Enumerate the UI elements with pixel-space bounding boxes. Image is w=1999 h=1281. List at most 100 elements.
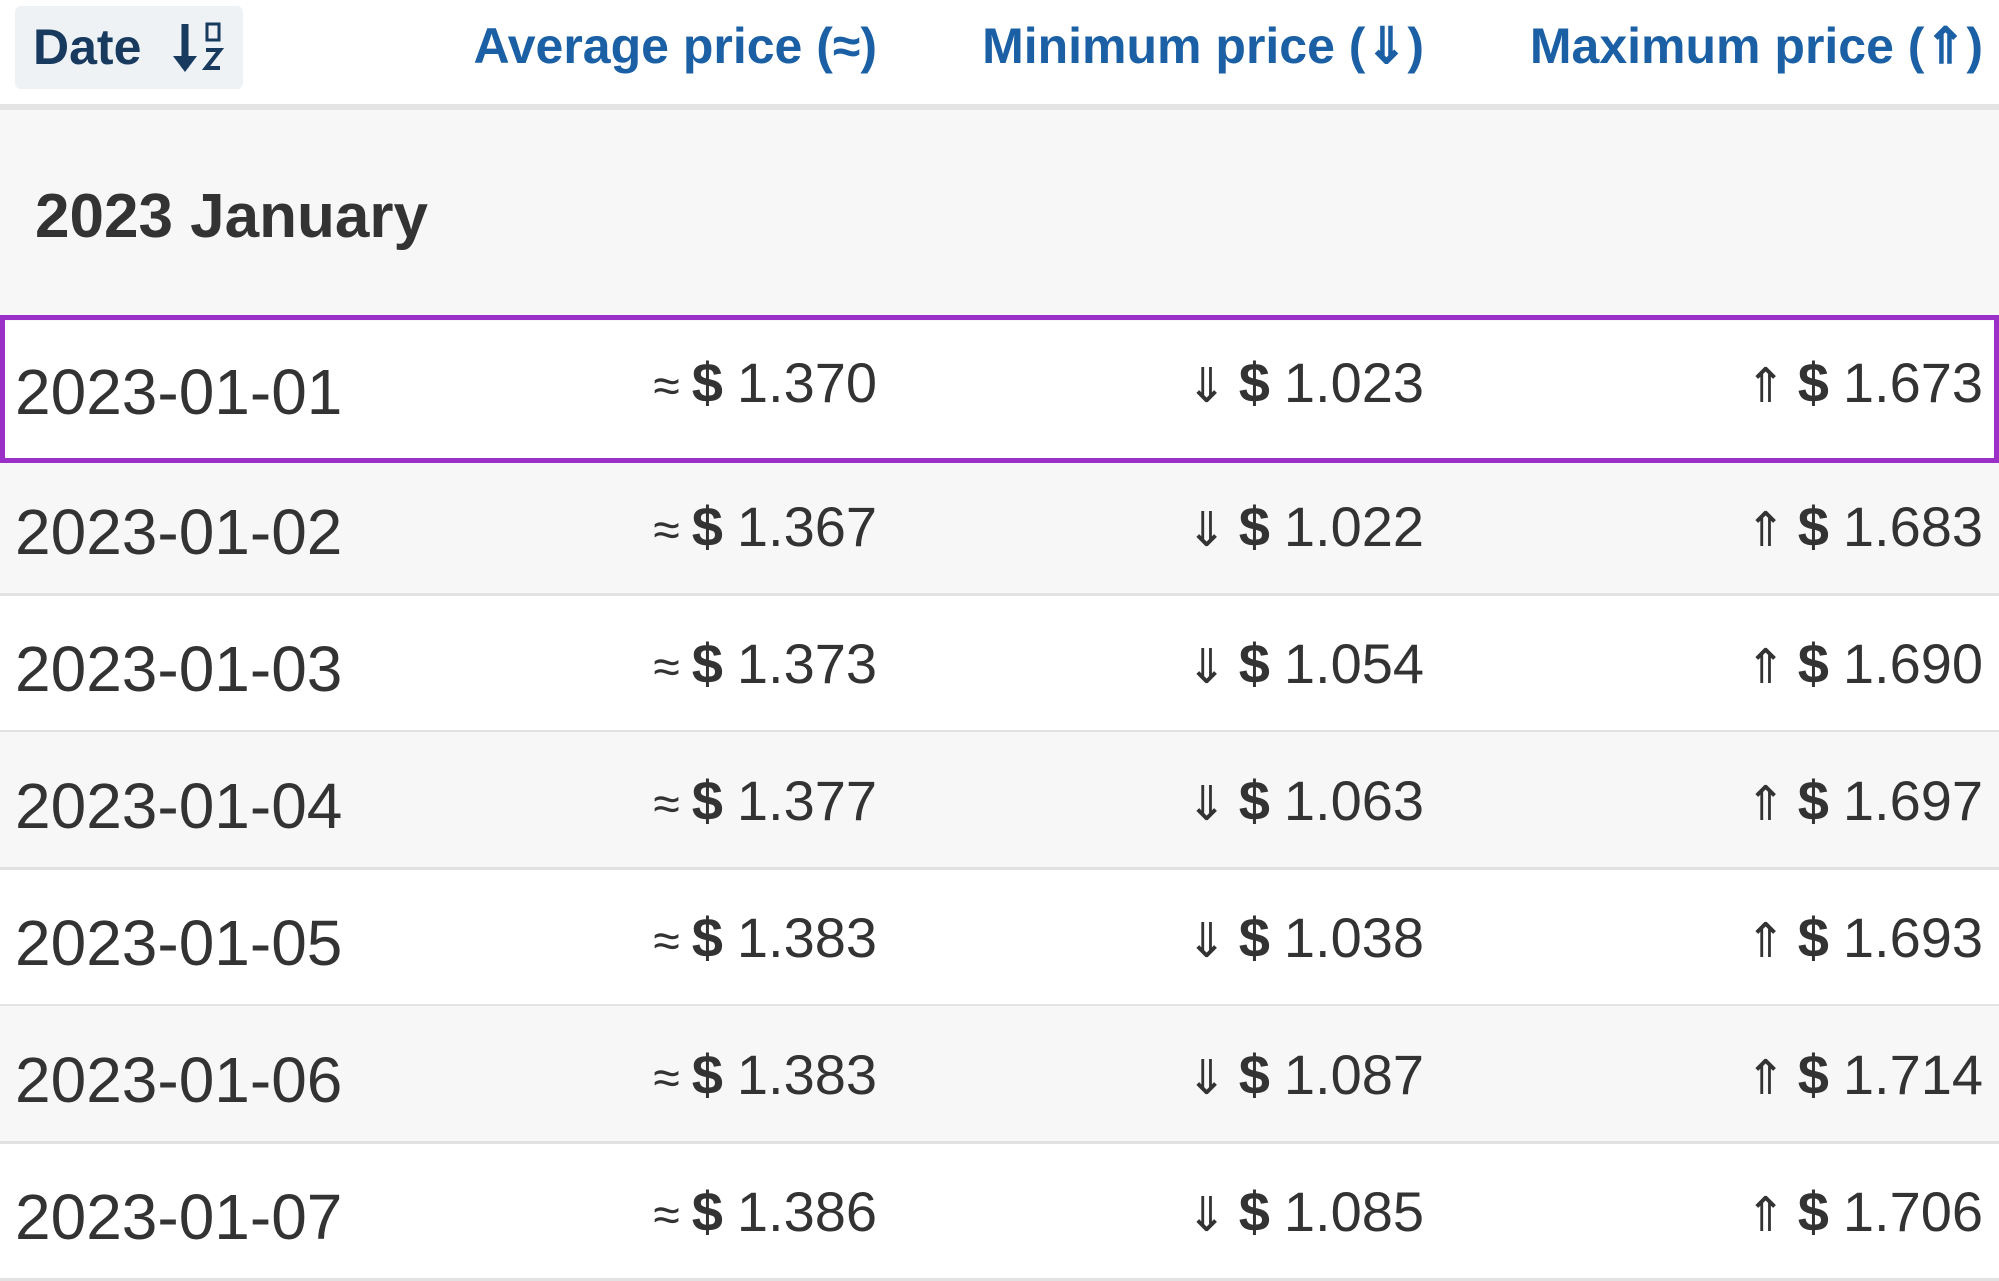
date-cell: 2023-01-06 xyxy=(15,1044,343,1116)
currency: $ xyxy=(1238,351,1270,414)
date-cell: 2023-01-07 xyxy=(15,1181,343,1253)
price-symbol: ⇑ xyxy=(1745,915,1786,968)
price-symbol: ⇓ xyxy=(1186,1189,1227,1242)
header-average[interactable]: Average price (≈) xyxy=(473,18,877,74)
table-header: Date Average price (≈) Minimum price (⇓)… xyxy=(0,0,1999,110)
price: 1.673 xyxy=(1842,351,1983,414)
price-symbol: ⇑ xyxy=(1745,360,1786,413)
currency: $ xyxy=(1797,351,1829,414)
currency: $ xyxy=(1238,769,1270,832)
sort-icon xyxy=(173,22,225,72)
price: 1.683 xyxy=(1842,495,1983,558)
max-cell: ⇑ $1.693 xyxy=(1745,903,1983,977)
max-cell: ⇑ $1.683 xyxy=(1745,492,1983,566)
price-symbol: ⇑ xyxy=(1745,504,1786,557)
currency: $ xyxy=(1238,1043,1270,1106)
price: 1.038 xyxy=(1283,906,1424,969)
min-cell: ⇓ $1.038 xyxy=(1186,903,1424,977)
price-symbol: ⇑ xyxy=(1745,641,1786,694)
price-symbol: ⇓ xyxy=(1186,360,1227,413)
price: 1.377 xyxy=(736,769,877,832)
date-cell: 2023-01-02 xyxy=(15,496,343,568)
price: 1.383 xyxy=(736,906,877,969)
price: 1.022 xyxy=(1283,495,1424,558)
price-symbol: ⇑ xyxy=(1745,1189,1786,1242)
table-row: 2023-01-07 ≈ $1.386 ⇓ $1.085 ⇑ $1.706 xyxy=(0,1143,1999,1281)
price-symbol: ≈ xyxy=(653,915,680,968)
header-minimum[interactable]: Minimum price (⇓) xyxy=(982,18,1424,74)
currency: $ xyxy=(691,632,723,695)
avg-cell: ≈ $1.383 xyxy=(653,1040,877,1114)
price-symbol: ≈ xyxy=(653,360,680,413)
price-symbol: ≈ xyxy=(653,641,680,694)
currency: $ xyxy=(691,1180,723,1243)
currency: $ xyxy=(1238,495,1270,558)
table-row: 2023-01-04 ≈ $1.377 ⇓ $1.063 ⇑ $1.697 xyxy=(0,732,1999,870)
currency: $ xyxy=(1238,632,1270,695)
price: 1.706 xyxy=(1842,1180,1983,1243)
price: 1.370 xyxy=(736,351,877,414)
max-cell: ⇑ $1.690 xyxy=(1745,629,1983,703)
max-cell: ⇑ $1.706 xyxy=(1745,1177,1983,1251)
price: 1.697 xyxy=(1842,769,1983,832)
currency: $ xyxy=(1238,906,1270,969)
currency: $ xyxy=(691,906,723,969)
currency: $ xyxy=(1797,769,1829,832)
header-maximum[interactable]: Maximum price (⇑) xyxy=(1529,18,1983,74)
date-sort-button[interactable]: Date xyxy=(15,6,243,89)
price-symbol: ≈ xyxy=(653,504,680,557)
table-row: 2023-01-03 ≈ $1.373 ⇓ $1.054 ⇑ $1.690 xyxy=(0,595,1999,733)
date-cell: 2023-01-03 xyxy=(15,633,343,705)
avg-cell: ≈ $1.377 xyxy=(653,766,877,840)
price-symbol: ≈ xyxy=(653,1189,680,1242)
currency: $ xyxy=(691,1043,723,1106)
max-cell: ⇑ $1.673 xyxy=(1745,348,1983,422)
price-symbol: ≈ xyxy=(653,1052,680,1105)
currency: $ xyxy=(1238,1180,1270,1243)
min-cell: ⇓ $1.023 xyxy=(1186,348,1424,422)
max-cell: ⇑ $1.697 xyxy=(1745,766,1983,840)
price: 1.693 xyxy=(1842,906,1983,969)
price: 1.087 xyxy=(1283,1043,1424,1106)
currency: $ xyxy=(691,351,723,414)
price: 1.054 xyxy=(1283,632,1424,695)
price: 1.373 xyxy=(736,632,877,695)
avg-cell: ≈ $1.367 xyxy=(653,492,877,566)
price-symbol: ≈ xyxy=(653,778,680,831)
min-cell: ⇓ $1.085 xyxy=(1186,1177,1424,1251)
group-title: 2023 January xyxy=(35,182,428,251)
price-symbol: ⇑ xyxy=(1745,778,1786,831)
currency: $ xyxy=(691,769,723,832)
avg-cell: ≈ $1.373 xyxy=(653,629,877,703)
table-row: 2023-01-01 ≈ $1.370 ⇓ $1.023 ⇑ $1.673 xyxy=(0,315,1999,463)
max-cell: ⇑ $1.714 xyxy=(1745,1040,1983,1114)
currency: $ xyxy=(1797,495,1829,558)
price-symbol: ⇓ xyxy=(1186,641,1227,694)
price: 1.063 xyxy=(1283,769,1424,832)
price: 1.690 xyxy=(1842,632,1983,695)
price-symbol: ⇑ xyxy=(1745,1052,1786,1105)
price: 1.383 xyxy=(736,1043,877,1106)
price-symbol: ⇓ xyxy=(1186,504,1227,557)
min-cell: ⇓ $1.022 xyxy=(1186,492,1424,566)
min-cell: ⇓ $1.063 xyxy=(1186,766,1424,840)
avg-cell: ≈ $1.383 xyxy=(653,903,877,977)
date-cell: 2023-01-01 xyxy=(15,356,343,428)
month-group: 2023 January xyxy=(0,110,1999,321)
price: 1.714 xyxy=(1842,1043,1983,1106)
price: 1.023 xyxy=(1283,351,1424,414)
currency: $ xyxy=(1797,1180,1829,1243)
date-cell: 2023-01-05 xyxy=(15,907,343,979)
price-symbol: ⇓ xyxy=(1186,915,1227,968)
price-symbol: ⇓ xyxy=(1186,778,1227,831)
price: 1.386 xyxy=(736,1180,877,1243)
header-date: Date xyxy=(33,19,142,75)
avg-cell: ≈ $1.370 xyxy=(653,348,877,422)
min-cell: ⇓ $1.087 xyxy=(1186,1040,1424,1114)
currency: $ xyxy=(1797,906,1829,969)
table-row: 2023-01-05 ≈ $1.383 ⇓ $1.038 ⇑ $1.693 xyxy=(0,869,1999,1007)
currency: $ xyxy=(1797,1043,1829,1106)
table-row: 2023-01-06 ≈ $1.383 ⇓ $1.087 ⇑ $1.714 xyxy=(0,1006,1999,1144)
price: 1.085 xyxy=(1283,1180,1424,1243)
